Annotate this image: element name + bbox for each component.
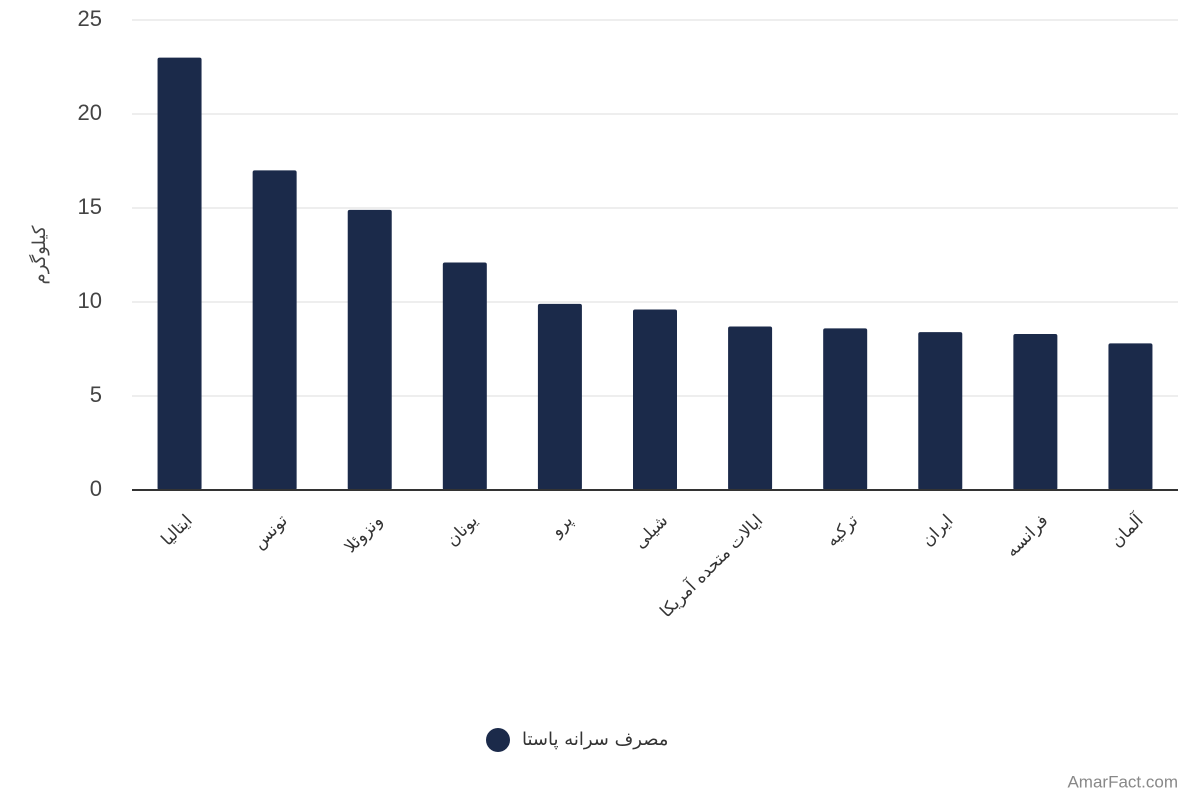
x-tick-label: آلمان bbox=[1106, 509, 1149, 552]
y-tick-label: 5 bbox=[90, 382, 102, 407]
x-tick-label: ایران bbox=[918, 511, 958, 551]
bar bbox=[633, 309, 677, 490]
bar bbox=[347, 209, 392, 490]
x-tick-label: ترکیه bbox=[822, 511, 862, 551]
x-tick-label: فرانسه bbox=[1002, 511, 1052, 561]
bar bbox=[918, 332, 963, 490]
x-tick-label: پرو bbox=[546, 511, 577, 542]
x-tick-label: تونس bbox=[249, 511, 292, 554]
bar bbox=[1013, 333, 1058, 490]
legend-marker bbox=[486, 728, 510, 752]
x-tick-label: شیلی bbox=[630, 511, 672, 553]
y-tick-label: 0 bbox=[90, 476, 102, 501]
bar bbox=[728, 326, 773, 490]
y-axis-label: کیلوگرم bbox=[28, 225, 50, 284]
bar bbox=[823, 328, 868, 490]
watermark: AmarFact.com bbox=[1067, 772, 1178, 791]
bar bbox=[157, 57, 202, 490]
y-tick-label: 10 bbox=[78, 288, 102, 313]
y-tick-label: 20 bbox=[78, 100, 102, 125]
x-tick-label: یونان bbox=[442, 511, 482, 551]
y-tick-label: 15 bbox=[78, 194, 102, 219]
bar bbox=[442, 262, 487, 490]
x-tick-label: ونزوئلا bbox=[341, 511, 387, 557]
x-tick-label: ایالات متحده آمریکا bbox=[655, 510, 767, 622]
y-tick-label: 25 bbox=[78, 6, 102, 31]
bar bbox=[537, 303, 582, 490]
x-tick-label: ایتالیا bbox=[158, 511, 197, 550]
bar bbox=[252, 170, 297, 490]
legend-label: مصرف سرانه پاستا bbox=[522, 729, 668, 750]
bar bbox=[1108, 343, 1153, 490]
